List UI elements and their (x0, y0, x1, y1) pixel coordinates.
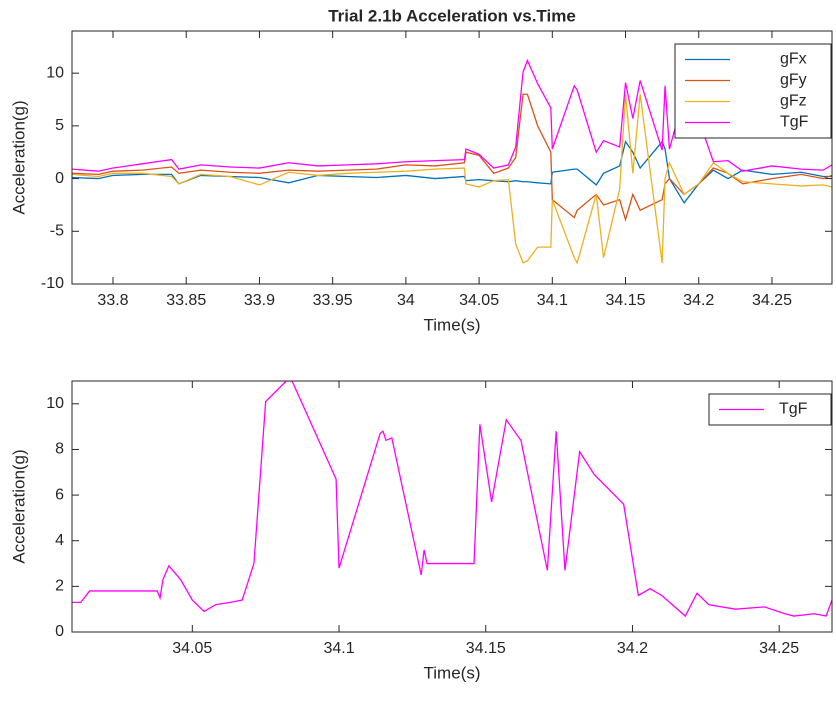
y-tick-label: 10 (46, 64, 64, 81)
y-tick-label: 5 (55, 117, 64, 134)
y-tick-label: -5 (50, 223, 64, 240)
series-group (72, 381, 832, 618)
x-tick-label: 34.25 (759, 640, 799, 657)
x-tick-label: 34.05 (172, 640, 212, 657)
x-tick-label: 33.85 (166, 292, 206, 309)
x-axis-label: Time(s) (424, 315, 481, 334)
plot-area (72, 381, 832, 632)
x-tick-label: 34.15 (466, 640, 506, 657)
x-tick-label: 34.25 (752, 292, 792, 309)
x-tick-label: 34.1 (537, 292, 568, 309)
y-tick-label: 0 (55, 170, 64, 187)
x-tick-label: 33.95 (313, 292, 353, 309)
x-tick-label: 34.2 (683, 292, 714, 309)
series-line (72, 140, 832, 204)
y-tick-label: 6 (55, 486, 64, 503)
y-axis-label: Acceleration(g) (9, 100, 28, 214)
series-line (72, 94, 832, 265)
legend-label: gFz (780, 93, 807, 110)
y-axis-label: Acceleration(g) (9, 449, 28, 563)
y-tick-label: 10 (46, 395, 64, 412)
legend-label: TgF (780, 114, 809, 131)
x-tick-label: 34.15 (606, 292, 646, 309)
legend-label: gFx (780, 51, 807, 68)
y-tick-label: 4 (55, 532, 64, 549)
x-tick-label: 34.1 (323, 640, 354, 657)
x-axis-label: Time(s) (424, 663, 481, 682)
x-tick-label: 33.9 (244, 292, 275, 309)
y-tick-label: 0 (55, 623, 64, 640)
x-tick-label: 34 (397, 292, 415, 309)
legend-label: gFy (780, 72, 807, 89)
axes-box (71, 380, 833, 633)
x-tick-label: 33.8 (97, 292, 128, 309)
y-tick-label: 2 (55, 578, 64, 595)
chart-title: Trial 2.1b Acceleration vs.Time (328, 6, 576, 25)
legend-label: TgF (779, 401, 808, 418)
series-line (72, 381, 832, 618)
y-tick-label: 8 (55, 441, 64, 458)
axes-box (71, 30, 833, 285)
y-tick-label: -10 (41, 275, 64, 292)
x-tick-label: 34.2 (617, 640, 648, 657)
x-tick-label: 34.05 (459, 292, 499, 309)
